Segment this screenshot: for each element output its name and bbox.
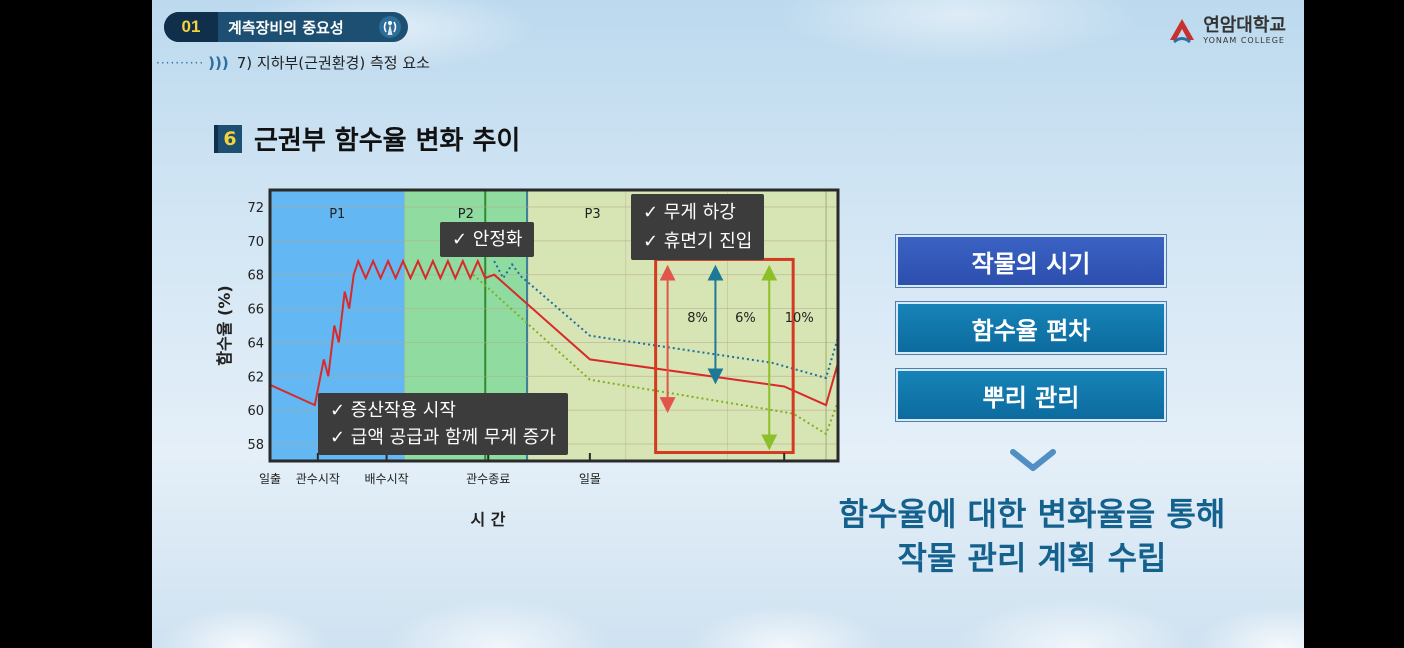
section-number: 6 bbox=[214, 124, 242, 153]
x-tick-label: 배수시작 bbox=[365, 472, 409, 486]
phase-label: P3 bbox=[584, 207, 600, 222]
chevron-down-icon bbox=[1010, 449, 1056, 471]
subtitle-wave-icon: ))) bbox=[208, 53, 229, 72]
x-axis-label: 시 간 bbox=[470, 510, 505, 529]
y-tick-label: 64 bbox=[247, 336, 264, 351]
chapter-title: 계측장비의 중요성 bbox=[228, 18, 344, 37]
callout-weight-sleep: ✓ 무게 하강 ✓ 휴면기 진입 bbox=[631, 194, 765, 260]
callout-transpire: ✓ 증산작용 시작 bbox=[330, 400, 456, 421]
y-tick-label: 72 bbox=[247, 201, 264, 216]
y-tick-label: 68 bbox=[247, 269, 264, 284]
phase-label: P2 bbox=[458, 207, 474, 222]
y-tick-label: 62 bbox=[247, 370, 264, 385]
x-tick-label: 일몰 bbox=[579, 472, 601, 486]
series-line-1 bbox=[269, 258, 839, 407]
conclusion: 함수율에 대한 변화율을 통해 작물 관리 계획 수립 bbox=[802, 492, 1262, 580]
subtitle: ·········· ))) 7) 지하부(근권환경) 측정 요소 bbox=[156, 52, 430, 73]
y-tick-label: 70 bbox=[247, 235, 264, 250]
section-heading: 근권부 함수율 변화 추이 bbox=[254, 126, 521, 156]
chapter-number: 01 bbox=[164, 12, 218, 42]
y-axis-label: 함수율 (%) bbox=[215, 285, 234, 365]
y-tick-label: 58 bbox=[247, 438, 264, 453]
subtitle-text: 7) 지하부(근권환경) 측정 요소 bbox=[236, 54, 430, 72]
callout-stabilize: ✓ 안정화 bbox=[440, 222, 535, 257]
yonam-logo-icon bbox=[1170, 19, 1195, 44]
logo-english: YONAM COLLEGE bbox=[1203, 36, 1285, 45]
conclusion-line-2: 작물 관리 계획 수립 bbox=[897, 539, 1167, 577]
annotation-label: 6% bbox=[735, 311, 756, 326]
logo-korean: 연암대학교 bbox=[1203, 15, 1286, 36]
side-box-crop-stage: 작물의 시기 bbox=[896, 235, 1166, 287]
x-tick-label: 관수시작 bbox=[296, 472, 340, 486]
callout-supply: ✓ 급액 공급과 함께 무게 증가 bbox=[330, 427, 556, 448]
signal-icon bbox=[379, 16, 401, 38]
section-title: 6 근권부 함수율 변화 추이 bbox=[214, 120, 520, 157]
yonam-logo: 연암대학교 YONAM COLLEGE bbox=[1167, 16, 1286, 46]
callout-dormancy: ✓ 휴면기 진입 bbox=[643, 231, 753, 252]
callout-weight-drop: ✓ 무게 하강 bbox=[643, 202, 736, 223]
callout-transpire-supply: ✓ 증산작용 시작 ✓ 급액 공급과 함께 무게 증가 bbox=[318, 393, 568, 455]
x-tick-label: 일출 bbox=[259, 472, 281, 486]
annotation-label: 10% bbox=[785, 311, 814, 326]
y-tick-label: 66 bbox=[247, 303, 264, 318]
chart-frame bbox=[268, 188, 840, 463]
chapter-header: 01 계측장비의 중요성 bbox=[164, 12, 408, 42]
frost-tree-decoration bbox=[152, 538, 1304, 648]
conclusion-line-1: 함수율에 대한 변화율을 통해 bbox=[838, 495, 1226, 533]
series-line-2 bbox=[493, 260, 839, 380]
y-tick-label: 60 bbox=[247, 404, 264, 419]
side-box-root-management: 뿌리 관리 bbox=[896, 369, 1166, 421]
x-tick-label: 관수종료 bbox=[466, 472, 510, 486]
side-box-moisture-deviation: 함수율 편차 bbox=[896, 302, 1166, 354]
subtitle-dots: ·········· bbox=[156, 55, 205, 70]
annotation-label: 8% bbox=[687, 311, 708, 326]
slide: 01 계측장비의 중요성 ·········· ))) 7) 지하부(근권환경)… bbox=[152, 0, 1304, 648]
phase-label: P1 bbox=[329, 207, 345, 222]
